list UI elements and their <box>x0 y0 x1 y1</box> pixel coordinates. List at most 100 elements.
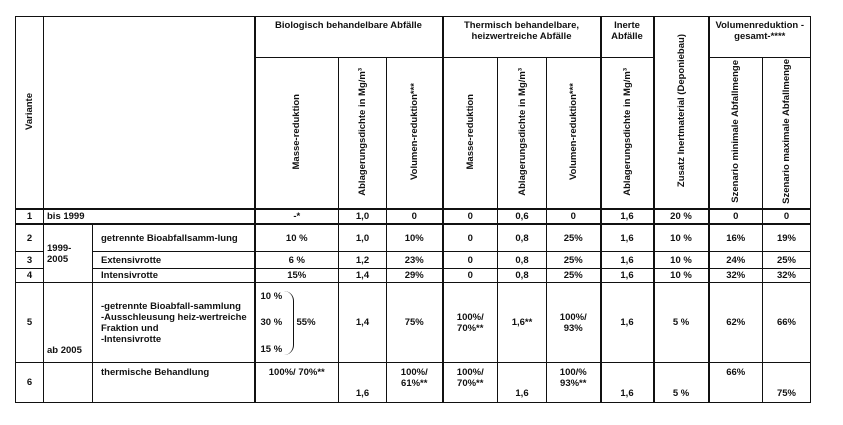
volumen-max-cell: 66% <box>762 282 811 364</box>
bio-dichte-cell: 1,4 <box>338 282 387 364</box>
volumen-max-cell: 0 <box>762 207 811 225</box>
th-volumen-cell: 0 <box>546 207 601 225</box>
zusatz-cell: 10 % <box>652 223 709 253</box>
curly-brace-icon <box>283 290 294 355</box>
bio-volumen-cell: 75% <box>386 282 443 364</box>
bio-volumen-header: Volumen-reduktion*** <box>386 56 443 210</box>
bio-dichte-cell: 1,2 <box>338 251 387 270</box>
bio-dichte-header: Ablagerungsdichte in Mg/m³ <box>338 56 387 210</box>
table-row: 4 Intensivrotte 15% 1,4 29% 0 0,8 25% 1,… <box>15 268 811 284</box>
bio-volumen-cell: 29% <box>386 268 443 284</box>
th-volumen-cell: 25% <box>546 251 601 270</box>
header-row-columns: Masse-reduktion Ablagerungsdichte in Mg/… <box>16 56 811 210</box>
volumen-min-cell: 16% <box>707 223 763 253</box>
bio-volumen-cell: 100%/ 61%** <box>386 362 443 404</box>
data-table-container: Variante Biologisch behandelbare Abfälle… <box>15 15 811 404</box>
th-masse-cell: 100%/ 70%** <box>441 282 498 364</box>
row-number: 2 <box>15 223 44 253</box>
row-number: 6 <box>15 362 44 404</box>
bio-group-header: Biologisch behandelbare Abfälle <box>253 16 443 58</box>
volumen-min-cell: 0 <box>707 207 763 225</box>
table-row: 5 ab 2005 -getrennte Bioabfall-sammlung … <box>15 282 811 364</box>
variante-header: Variante <box>15 15 44 210</box>
bio-masse-cell: 10 % 30 % 15 % 55% <box>253 282 339 364</box>
bio-masse-total: 55% <box>296 316 316 328</box>
th-volumen-header: Volumen-reduktion*** <box>546 56 601 210</box>
row-period: bis 1999 <box>43 207 255 225</box>
th-volumen-cell: 100/% 93%** <box>546 362 601 404</box>
bio-dichte-cell: 1,0 <box>338 207 387 225</box>
th-dichte-cell: 0,8 <box>497 268 547 284</box>
zusatz-cell: 10 % <box>652 251 709 270</box>
row-number: 5 <box>15 282 44 364</box>
bio-masse-cell: 10 % <box>253 223 339 253</box>
table-row: 1 bis 1999 -* 1,0 0 0 0,6 0 1,6 20 % 0 0 <box>15 207 811 225</box>
th-masse-cell: 100%/ 70%** <box>441 362 498 404</box>
table-row: 3 Extensivrotte 6 % 1,2 23% 0 0,8 25% 1,… <box>15 251 811 270</box>
bio-dichte-cell: 1,6 <box>338 362 387 404</box>
bio-masse-cell: 100%/ 70%** <box>253 362 339 404</box>
zusatz-cell: 5 % <box>652 282 709 364</box>
inert-dichte-cell: 1,6 <box>599 362 654 404</box>
row-measure: Intensivrotte <box>92 268 255 284</box>
volumen-min-cell: 32% <box>707 268 763 284</box>
thermal-group-header: Thermisch behandelbare, heizwertreiche A… <box>441 16 601 58</box>
volumen-min-cell: 24% <box>707 251 763 270</box>
th-dichte-cell: 0,6 <box>497 207 547 225</box>
bio-dichte-cell: 1,4 <box>338 268 387 284</box>
bio-dichte-cell: 1,0 <box>338 223 387 253</box>
table-row: 6 thermische Behandlung 100%/ 70%** 1,6 … <box>15 362 811 404</box>
waste-reduction-table: Variante Biologisch behandelbare Abfälle… <box>15 15 811 404</box>
inert-dichte-cell: 1,6 <box>599 268 654 284</box>
inert-dichte-cell: 1,6 <box>599 251 654 270</box>
row-measure: thermische Behandlung <box>92 362 255 404</box>
szenario-max-header: Szenario maximale Abfallmenge <box>762 56 811 210</box>
th-dichte-cell: 0,8 <box>497 223 547 253</box>
zusatz-cell: 10 % <box>652 268 709 284</box>
th-volumen-cell: 25% <box>546 268 601 284</box>
szenario-min-header: Szenario minimale Abfallmenge <box>707 56 763 210</box>
volumen-max-cell: 32% <box>762 268 811 284</box>
inert-group-header: Inerte Abfälle <box>599 16 654 58</box>
row-period <box>43 362 93 404</box>
row-number: 1 <box>15 207 44 225</box>
th-dichte-cell: 1,6** <box>497 282 547 364</box>
th-dichte-cell: 1,6 <box>497 362 547 404</box>
th-dichte-header: Ablagerungsdichte in Mg/m³ <box>497 56 547 210</box>
inert-dichte-cell: 1,6 <box>599 223 654 253</box>
th-masse-cell: 0 <box>441 223 498 253</box>
th-masse-cell: 0 <box>441 251 498 270</box>
bio-volumen-cell: 23% <box>386 251 443 270</box>
inert-dichte-cell: 1,6 <box>599 207 654 225</box>
bio-masse-part: 15 % <box>260 343 283 355</box>
row-period: 1999-2005 <box>43 223 93 284</box>
table-row: 2 1999-2005 getrennte Bioabfallsamm-lung… <box>15 223 811 284</box>
zusatz-cell: 20 % <box>652 207 709 225</box>
th-masse-cell: 0 <box>441 268 498 284</box>
volumen-min-cell: 62% <box>707 282 763 364</box>
row-measure: getrennte Bioabfallsamm-lung <box>92 223 255 253</box>
inert-dichte-header: Ablagerungsdichte in Mg/m³ <box>599 56 654 210</box>
bio-masse-cell: 15% <box>253 268 339 284</box>
bio-volumen-cell: 10% <box>386 223 443 253</box>
volumen-max-cell: 19% <box>762 223 811 253</box>
zusatz-header: Zusatz Inertmaterial (Deponiebau) <box>652 15 709 210</box>
row-number: 3 <box>15 251 44 270</box>
empty-header <box>43 15 255 210</box>
bio-masse-cell: 6 % <box>253 251 339 270</box>
bio-masse-part: 10 % <box>260 290 283 302</box>
volumen-min-cell: 66% <box>707 362 763 404</box>
bio-masse-header: Masse-reduktion <box>253 56 339 210</box>
row-period: ab 2005 <box>43 282 93 364</box>
bio-masse-part: 30 % <box>260 316 283 328</box>
volumen-group-header: Volumenreduktion -gesamt-**** <box>707 16 811 58</box>
row-number: 4 <box>15 268 44 284</box>
th-dichte-cell: 0,8 <box>497 251 547 270</box>
bio-masse-cell: -* <box>253 207 339 225</box>
inert-dichte-cell: 1,6 <box>599 282 654 364</box>
row-measure: -getrennte Bioabfall-sammlung -Ausschleu… <box>92 282 255 364</box>
row-measure: Extensivrotte <box>92 251 255 270</box>
th-volumen-cell: 25% <box>546 223 601 253</box>
header-row-groups: Variante Biologisch behandelbare Abfälle… <box>15 15 811 210</box>
bio-volumen-cell: 0 <box>386 207 443 225</box>
